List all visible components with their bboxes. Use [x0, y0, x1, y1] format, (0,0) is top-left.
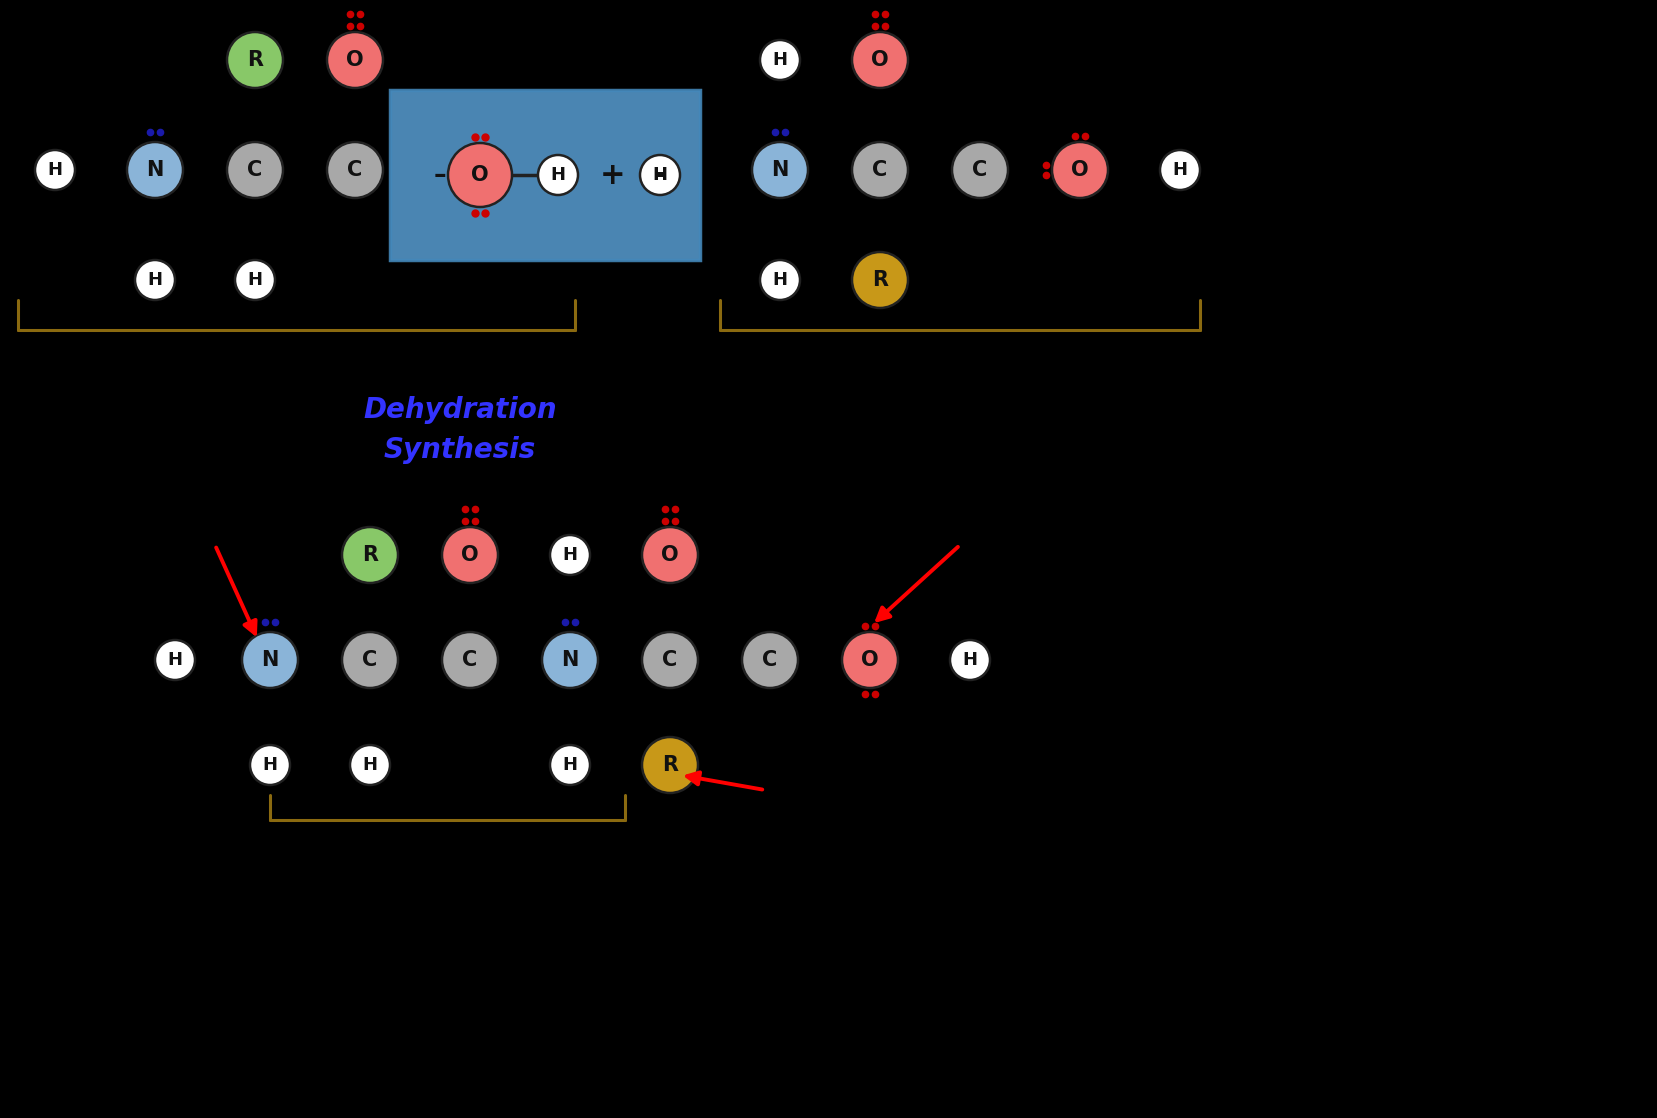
Text: O: O — [471, 165, 489, 184]
Circle shape — [842, 632, 898, 688]
Text: N: N — [262, 650, 278, 670]
Text: –: – — [434, 163, 446, 187]
Text: H: H — [772, 51, 787, 69]
Text: H: H — [550, 165, 565, 184]
Circle shape — [442, 632, 497, 688]
Text: O: O — [461, 544, 479, 565]
Text: O: O — [870, 50, 888, 70]
Circle shape — [537, 155, 578, 195]
Text: H: H — [1171, 161, 1186, 179]
Circle shape — [641, 632, 698, 688]
Text: R: R — [661, 755, 678, 775]
Text: H: H — [653, 165, 668, 184]
Text: C: C — [348, 160, 363, 180]
Text: H: H — [963, 651, 978, 669]
Text: C: C — [971, 160, 988, 180]
Text: H: H — [147, 271, 162, 288]
Text: C: C — [462, 650, 477, 670]
FancyBboxPatch shape — [389, 91, 699, 260]
Circle shape — [341, 527, 398, 582]
Text: H: H — [262, 756, 277, 774]
Text: N: N — [562, 650, 578, 670]
Circle shape — [341, 632, 398, 688]
Text: H: H — [363, 756, 378, 774]
Circle shape — [949, 639, 989, 680]
Circle shape — [759, 260, 800, 300]
Text: O: O — [860, 650, 878, 670]
Text: H: H — [48, 161, 63, 179]
Circle shape — [1160, 150, 1200, 190]
Circle shape — [550, 745, 590, 785]
Text: H: H — [247, 271, 262, 288]
Circle shape — [442, 527, 497, 582]
Circle shape — [326, 142, 383, 198]
Text: R: R — [872, 271, 888, 290]
Circle shape — [852, 32, 908, 88]
Circle shape — [134, 260, 176, 300]
Text: O: O — [1070, 160, 1089, 180]
Text: O: O — [661, 544, 678, 565]
Circle shape — [154, 639, 196, 680]
Text: H: H — [167, 651, 182, 669]
Text: +: + — [600, 161, 625, 189]
Text: C: C — [247, 160, 262, 180]
Text: R: R — [247, 50, 263, 70]
Circle shape — [250, 745, 290, 785]
Text: O: O — [346, 50, 363, 70]
Circle shape — [759, 40, 800, 80]
Circle shape — [752, 142, 807, 198]
Text: H: H — [562, 546, 577, 563]
Text: C: C — [663, 650, 678, 670]
Circle shape — [128, 142, 182, 198]
Circle shape — [951, 142, 1007, 198]
Circle shape — [1051, 142, 1107, 198]
Circle shape — [542, 632, 598, 688]
Text: H: H — [772, 271, 787, 288]
Circle shape — [641, 527, 698, 582]
Text: –: – — [653, 163, 666, 187]
Text: C: C — [762, 650, 777, 670]
Circle shape — [227, 142, 283, 198]
Circle shape — [350, 745, 389, 785]
Text: C: C — [872, 160, 886, 180]
Text: Dehydration
Synthesis: Dehydration Synthesis — [363, 397, 557, 464]
Circle shape — [242, 632, 298, 688]
Circle shape — [742, 632, 797, 688]
Circle shape — [852, 142, 908, 198]
Text: N: N — [146, 160, 164, 180]
Circle shape — [227, 32, 283, 88]
Circle shape — [235, 260, 275, 300]
Circle shape — [326, 32, 383, 88]
Circle shape — [35, 150, 75, 190]
Circle shape — [447, 143, 512, 207]
Circle shape — [641, 737, 698, 793]
Text: R: R — [361, 544, 378, 565]
Text: N: N — [771, 160, 789, 180]
Text: H: H — [562, 756, 577, 774]
Circle shape — [852, 252, 908, 307]
Circle shape — [550, 536, 590, 575]
Circle shape — [640, 155, 679, 195]
Text: C: C — [363, 650, 378, 670]
